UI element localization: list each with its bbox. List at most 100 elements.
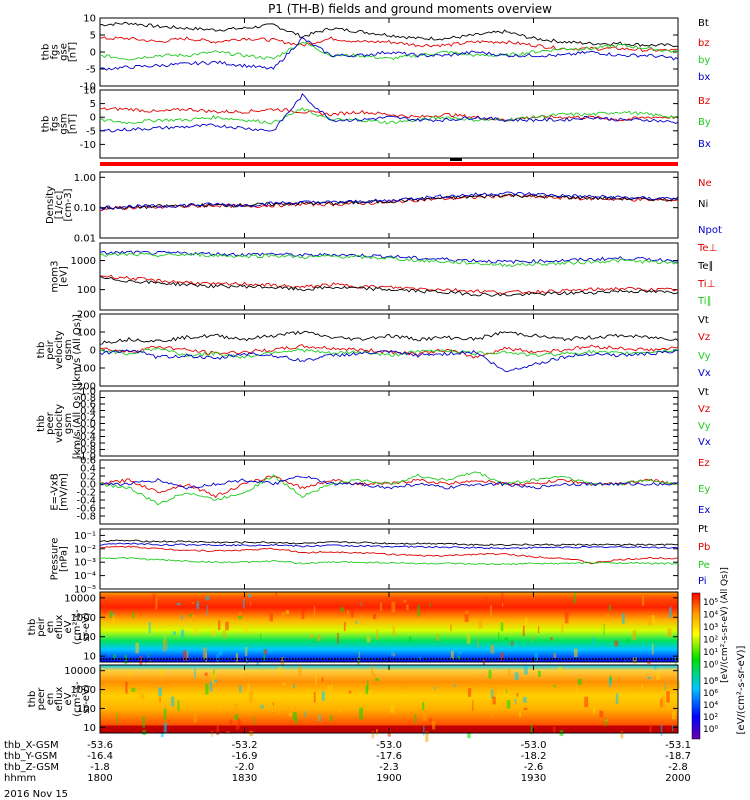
p1-ylabel: thb xyxy=(41,44,52,61)
p10-texture xyxy=(491,685,496,698)
p2-legend-entry: By xyxy=(698,117,711,128)
p9-texture xyxy=(564,611,569,624)
p9-texture xyxy=(561,623,564,634)
p9-texture xyxy=(417,605,420,617)
p9-fill-marks xyxy=(295,658,297,660)
p9-fill-marks xyxy=(181,658,183,660)
p9-ytick-label: 100 xyxy=(77,632,96,643)
p3-ytick-label: 0.10 xyxy=(74,203,96,214)
p9-fill-marks xyxy=(190,658,192,660)
p8-series-1 xyxy=(100,542,678,550)
p9-fill-marks xyxy=(256,658,258,660)
chart-title: P1 (TH-B) fields and ground moments over… xyxy=(268,2,552,16)
p9-fill-marks xyxy=(193,658,195,660)
p9-fill-marks xyxy=(403,658,405,660)
p10-texture xyxy=(216,725,220,736)
p10-texture xyxy=(433,686,436,690)
p9-texture xyxy=(450,624,452,632)
p8-ylabel: Pressure xyxy=(50,538,61,581)
p9-fill-marks xyxy=(337,658,339,660)
p9-fill-marks xyxy=(139,658,141,660)
p10-texture xyxy=(519,710,522,718)
xaxis-value: -53.1 xyxy=(665,740,691,751)
p9-texture xyxy=(346,610,349,614)
p9-texture xyxy=(245,646,248,657)
p2-ytick-label: 10 xyxy=(83,86,96,97)
p6-ytick-label: 0.4 xyxy=(80,406,96,417)
p9-texture xyxy=(466,634,471,644)
p10-texture xyxy=(604,718,607,727)
p10-texture xyxy=(159,696,161,703)
p9-fill-marks xyxy=(187,658,189,660)
p10-texture xyxy=(552,726,556,733)
p9-fill-marks xyxy=(661,658,663,660)
xaxis-row-name: hhmm xyxy=(4,773,36,784)
xaxis-value: -16.4 xyxy=(87,751,113,762)
p9-texture xyxy=(108,614,111,618)
p9-fill-marks xyxy=(598,658,600,660)
p9-fill-marks xyxy=(556,658,558,660)
p9-texture xyxy=(263,649,268,655)
p10-ylabel: en xyxy=(45,693,56,706)
p9-texture xyxy=(360,602,362,607)
p9-fill-marks xyxy=(511,658,513,660)
p9-fill-marks xyxy=(358,658,360,660)
p10-texture xyxy=(372,672,376,680)
p3-frame xyxy=(99,171,679,239)
p9-fill-marks xyxy=(223,658,225,660)
p9-fill-marks xyxy=(547,658,549,660)
p9-texture xyxy=(484,596,488,602)
p8-legend-entry: Pt xyxy=(698,524,708,535)
p9-fill-marks xyxy=(616,658,618,660)
p10-texture xyxy=(306,689,309,696)
colorbar-label: 10¹ xyxy=(703,648,718,658)
p9-fill-marks xyxy=(649,658,651,660)
p6-ylabel: velocity xyxy=(54,404,65,443)
p9-texture xyxy=(436,633,439,642)
p9-texture xyxy=(351,609,354,618)
p9-texture xyxy=(163,639,166,652)
p4-ytick-label: 100 xyxy=(77,285,96,296)
p10-texture xyxy=(453,684,456,688)
p9-fill-marks xyxy=(532,658,534,660)
p9-texture xyxy=(244,623,248,633)
p9-texture xyxy=(391,602,396,613)
p9-fill-marks xyxy=(553,658,555,660)
p1-series-0 xyxy=(100,21,678,48)
p1-legend-entry: Bt xyxy=(698,18,709,29)
p9-fill-marks xyxy=(196,658,198,660)
xaxis-value: -2.0 xyxy=(235,762,255,773)
p9-fill-marks xyxy=(211,658,213,660)
p10-texture xyxy=(505,689,508,693)
p9-fill-marks xyxy=(544,658,546,660)
p9-fill-marks xyxy=(646,658,648,660)
p9-texture xyxy=(147,653,150,660)
p9-texture xyxy=(632,657,637,664)
date-label: 2016 Nov 15 xyxy=(4,789,68,800)
p9-texture xyxy=(651,643,654,655)
p9-fill-marks xyxy=(235,658,237,660)
p4-series-1 xyxy=(100,252,678,268)
p1-legend-entry: by xyxy=(698,55,710,66)
p9-fill-marks xyxy=(469,658,471,660)
p9-fill-marks xyxy=(487,658,489,660)
xaxis-value: -17.6 xyxy=(376,751,402,762)
p9-fill-marks xyxy=(529,658,531,660)
p10-texture xyxy=(142,715,145,728)
p9-fill-marks xyxy=(121,658,123,660)
p7-series-2 xyxy=(100,475,678,490)
p9-fill-marks xyxy=(520,658,522,660)
xaxis-value: -1.8 xyxy=(90,762,110,773)
p9-fill-marks xyxy=(106,658,108,660)
p9-fill-marks xyxy=(430,658,432,660)
p8-ytick-label: 10⁻⁵ xyxy=(74,585,96,596)
p9-fill-marks xyxy=(433,658,435,660)
p10-texture xyxy=(271,705,275,713)
p9-fill-marks xyxy=(658,658,660,660)
p9-fill-marks xyxy=(292,658,294,660)
p9-texture xyxy=(501,592,504,603)
p9-texture xyxy=(194,623,198,636)
p10-texture xyxy=(537,670,541,678)
p9-fill-marks xyxy=(652,658,654,660)
